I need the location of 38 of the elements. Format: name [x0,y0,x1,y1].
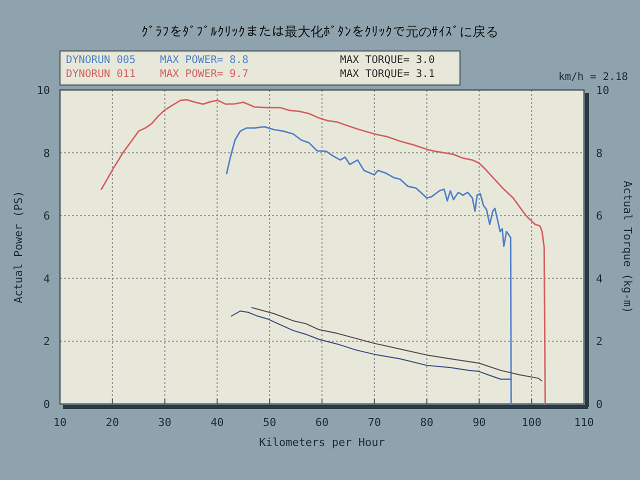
line-series [226,126,512,405]
line-series [230,310,512,380]
text: DYNORUN 005 [66,54,136,66]
text: DYNORUN 011 [66,68,136,80]
y2-tick-label: 8 [596,146,603,160]
x-tick-label: 50 [262,416,276,429]
text: MAX POWER= 8.8 [160,54,249,66]
x-axis-title: Kilometers per Hour [259,436,386,449]
x-tick-label: 30 [158,416,172,429]
line-series [251,307,542,382]
x-tick-label: 90 [472,416,486,429]
y-tick-label: 8 [43,146,50,160]
x-tick-label: 80 [420,416,434,429]
y2-tick-label: 4 [596,272,603,286]
y-tick-label: 10 [36,84,50,97]
x-tick-label: 20 [106,416,120,429]
x-tick-label: 70 [368,416,382,429]
y-axis-title: Actual Power (PS) [12,190,25,304]
chart-subtitle: ｸﾞﾗﾌをﾀﾞﾌﾞﾙｸﾘｯｸまたは最大化ﾎﾞﾀﾝをｸﾘｯｸで元のｻｲｽﾞに戻る [142,25,498,40]
x-tick-label: 40 [210,416,224,429]
x-tick-label: 10 [53,416,67,429]
y2-tick-label: 0 [596,398,603,411]
y-tick-label: 4 [43,272,50,286]
y-tick-label: 6 [43,210,50,223]
line-series [100,98,546,405]
x-tick-label: 60 [315,416,329,429]
y2-tick-label: 2 [596,335,603,348]
x-tick-label: 110 [574,416,594,429]
text: MAX TORQUE= 3.1 [340,68,435,80]
text: MAX TORQUE= 3.0 [340,54,435,66]
text: MAX POWER= 9.7 [160,68,249,80]
y2-tick-label: 6 [596,210,603,223]
y-tick-label: 0 [43,398,50,411]
y-tick-label: 2 [43,335,50,348]
y2-axis-title: Actual Torque (kg-m) [621,180,634,314]
text: km/h = 2.18 [558,71,628,83]
x-tick-label: 100 [522,416,542,429]
y2-tick-label: 10 [596,84,610,97]
